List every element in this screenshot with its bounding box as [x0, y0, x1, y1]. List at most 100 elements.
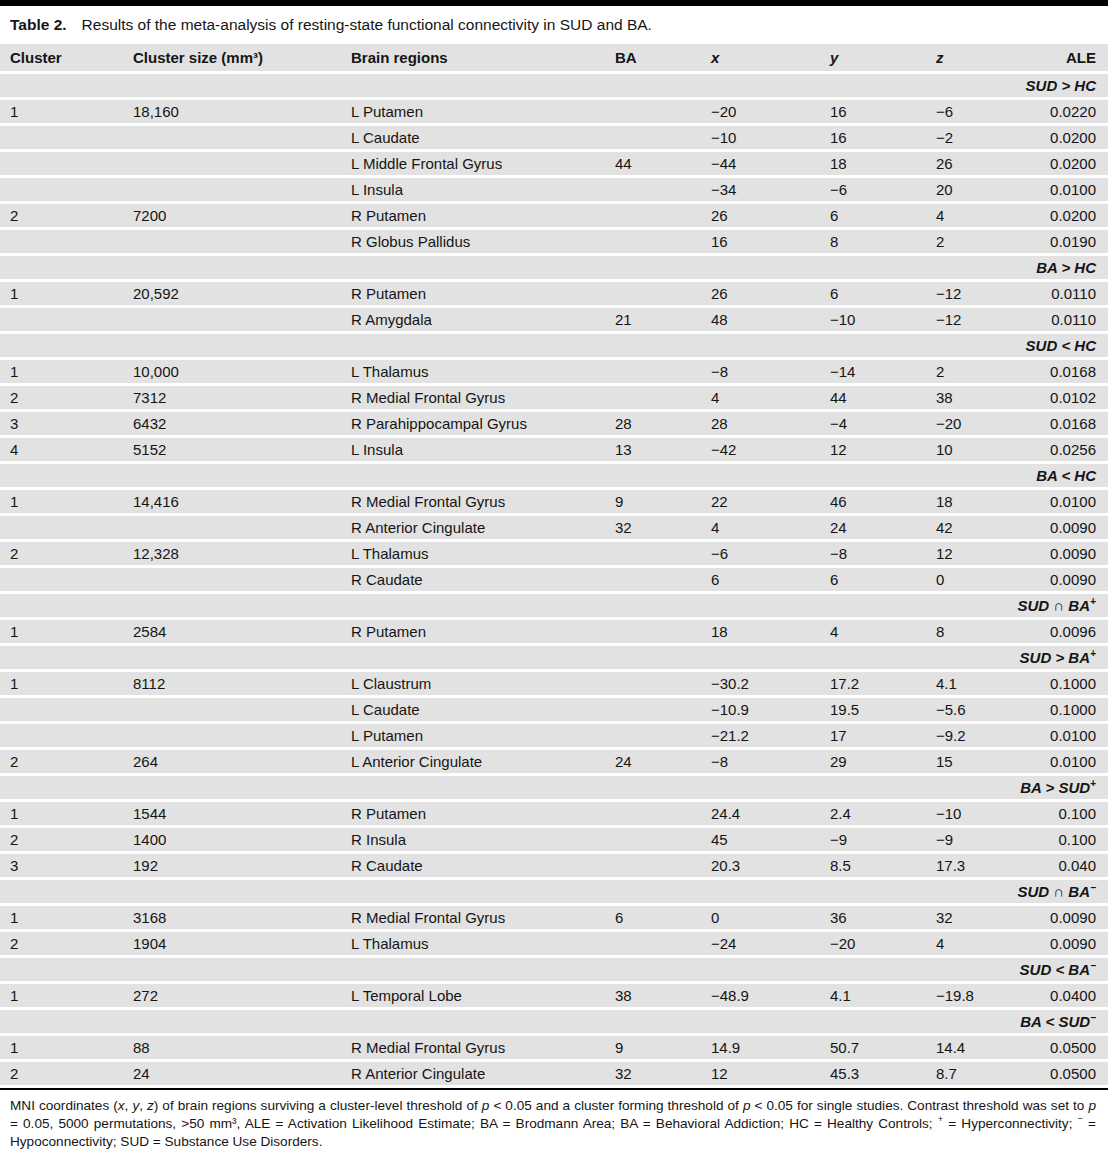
table-cell: 0.0100	[1038, 749, 1108, 775]
table-cell: R Medial Frontal Gyrus	[341, 905, 605, 931]
table-cell: 12	[926, 541, 1038, 567]
table-cell: 4.1	[926, 671, 1038, 697]
table-cell	[123, 125, 341, 151]
table-cell: 2584	[123, 619, 341, 645]
section-header-row: SUD ∩ BA+	[0, 593, 1108, 619]
table-cell: R Medial Frontal Gyrus	[341, 489, 605, 515]
section-header: SUD ∩ BA+	[0, 593, 1108, 619]
table-cell: 9	[605, 1035, 701, 1061]
table-cell: 6	[820, 203, 926, 229]
table-cell: −20	[926, 411, 1038, 437]
table-cell: 46	[820, 489, 926, 515]
table-cell: 8112	[123, 671, 341, 697]
table-cell: 45.3	[820, 1061, 926, 1087]
table-cell: −8	[701, 749, 820, 775]
table-cell	[123, 515, 341, 541]
table-cell: 0.0168	[1038, 359, 1108, 385]
table-cell: R Putamen	[341, 203, 605, 229]
table-cell: 36	[820, 905, 926, 931]
table-cell: 26	[701, 203, 820, 229]
table-cell: −9.2	[926, 723, 1038, 749]
table-row: 21400R Insula45−9−90.100	[0, 827, 1108, 853]
table-row: R Caudate6600.0090	[0, 567, 1108, 593]
footnote-text: < 0.05 and a cluster forming threshold o…	[489, 1098, 743, 1113]
table-cell: 4	[701, 515, 820, 541]
column-header: x	[701, 44, 820, 73]
table-cell: 2	[0, 749, 123, 775]
table-cell: −34	[701, 177, 820, 203]
table-cell: 22	[701, 489, 820, 515]
table-cell: 7312	[123, 385, 341, 411]
table-row: 3192R Caudate20.38.517.30.040	[0, 853, 1108, 879]
table-cell: −10	[701, 125, 820, 151]
table-cell: 1	[0, 99, 123, 125]
table-cell	[0, 567, 123, 593]
footnote-italic: p	[1088, 1098, 1096, 1113]
table-cell: −8	[820, 541, 926, 567]
table-cell: 26	[926, 151, 1038, 177]
table-cell: R Putamen	[341, 619, 605, 645]
section-header-row: SUD > HC	[0, 73, 1108, 99]
table-cell: 2	[926, 359, 1038, 385]
section-sup: −	[1090, 960, 1096, 971]
section-header-row: BA > HC	[0, 255, 1108, 281]
table-cell: −48.9	[701, 983, 820, 1009]
table-cell: −6	[701, 541, 820, 567]
section-header-row: SUD > BA+	[0, 645, 1108, 671]
table-cell: R Caudate	[341, 853, 605, 879]
table-row: L Caudate−10.919.5−5.60.1000	[0, 697, 1108, 723]
table-cell: 8	[926, 619, 1038, 645]
table-cell	[605, 125, 701, 151]
table-cell: 17.3	[926, 853, 1038, 879]
table-cell: L Anterior Cingulate	[341, 749, 605, 775]
table-cell: 1	[0, 619, 123, 645]
table-cell	[605, 801, 701, 827]
table-cell: 1400	[123, 827, 341, 853]
table-cell: 45	[701, 827, 820, 853]
table-row: R Amygdala2148−10−120.0110	[0, 307, 1108, 333]
table-cell: 24	[605, 749, 701, 775]
table-figure: Table 2.Results of the meta-analysis of …	[0, 0, 1108, 1160]
table-cell: −14	[820, 359, 926, 385]
table-cell: 0.0090	[1038, 931, 1108, 957]
table-cell: 6	[820, 567, 926, 593]
table-cell: R Anterior Cingulate	[341, 515, 605, 541]
footnote-text: ,	[139, 1098, 147, 1113]
table-cell: 0.0190	[1038, 229, 1108, 255]
section-header: BA > HC	[0, 255, 1108, 281]
table-cell	[605, 853, 701, 879]
table-cell: −12	[926, 281, 1038, 307]
table-cell: −12	[926, 307, 1038, 333]
table-cell	[123, 307, 341, 333]
table-row: 18112L Claustrum−30.217.24.10.1000	[0, 671, 1108, 697]
table-cell: L Thalamus	[341, 541, 605, 567]
table-cell: R Anterior Cingulate	[341, 1061, 605, 1087]
table-cell: 4	[926, 203, 1038, 229]
table-cell: 0.0090	[1038, 905, 1108, 931]
table-cell: 12,328	[123, 541, 341, 567]
table-cell: 0	[701, 905, 820, 931]
table-row: 2264L Anterior Cingulate24−829150.0100	[0, 749, 1108, 775]
table-row: L Putamen−21.217−9.20.0100	[0, 723, 1108, 749]
table-cell: 48	[701, 307, 820, 333]
table-cell	[605, 229, 701, 255]
table-cell: 0.0256	[1038, 437, 1108, 463]
table-row: 110,000L Thalamus−8−1420.0168	[0, 359, 1108, 385]
table-cell: −24	[701, 931, 820, 957]
table-cell: −44	[701, 151, 820, 177]
table-cell: 14.4	[926, 1035, 1038, 1061]
table-cell: 3	[0, 411, 123, 437]
table-cell: L Thalamus	[341, 931, 605, 957]
table-cell: 20,592	[123, 281, 341, 307]
table-cell: L Middle Frontal Gyrus	[341, 151, 605, 177]
results-table: ClusterCluster size (mm³)Brain regionsBA…	[0, 44, 1108, 1088]
section-sup: +	[1090, 596, 1096, 607]
table-cell: 20.3	[701, 853, 820, 879]
table-cell: 18,160	[123, 99, 341, 125]
table-cell: 32	[605, 1061, 701, 1087]
table-cell: 0.0200	[1038, 151, 1108, 177]
table-cell: −10	[926, 801, 1038, 827]
table-cell: −4	[820, 411, 926, 437]
table-cell: 12	[701, 1061, 820, 1087]
table-cell	[605, 931, 701, 957]
